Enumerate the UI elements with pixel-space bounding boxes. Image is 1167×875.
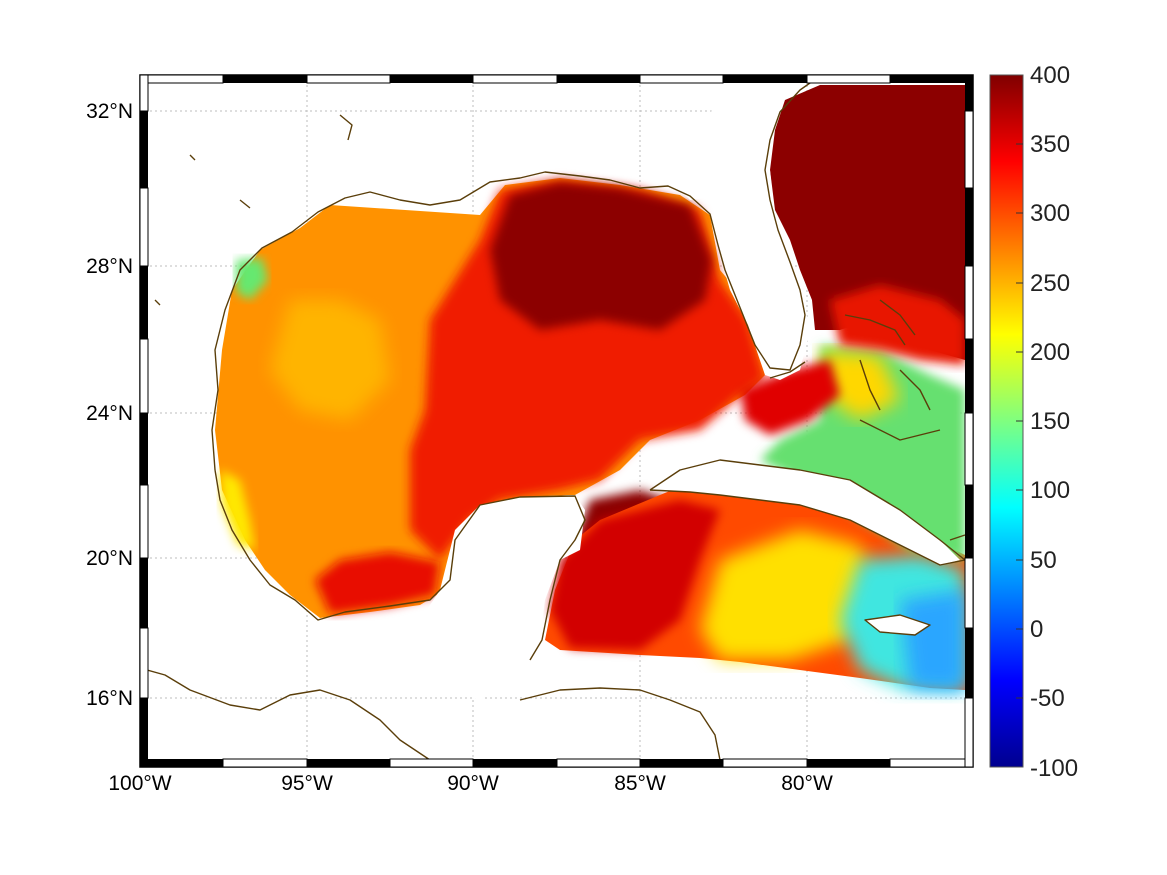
bahamas-yellow xyxy=(820,350,900,420)
colorbar-tick-labels: 400 350 300 250 200 150 100 50 0 -50 -10… xyxy=(1030,62,1078,782)
colorbar-tick-label: 200 xyxy=(1030,339,1070,366)
lon-tick-label: 90°W xyxy=(447,772,499,795)
caribbean-yellow xyxy=(700,530,880,660)
land-mask xyxy=(420,90,960,700)
yucatan-land xyxy=(420,495,585,700)
lon-tick-label: 95°W xyxy=(281,772,333,795)
cuba-coast xyxy=(649,459,966,566)
colorbar-tick-label: 350 xyxy=(1030,131,1070,158)
caribbean-blue xyxy=(900,590,965,690)
texas-coast-green xyxy=(236,258,268,300)
atlantic-field xyxy=(770,85,965,360)
lat-tick-label: 28°N xyxy=(86,255,133,278)
lon-tick-label: 85°W xyxy=(614,772,666,795)
caribbean-dark-red xyxy=(550,500,720,650)
florida-keys xyxy=(769,361,806,379)
colorbar-tick-label: 0 xyxy=(1030,616,1043,643)
data-field xyxy=(215,85,965,690)
bay-campeche-red xyxy=(315,552,440,614)
lat-tick-labels: 32°N 28°N 24°N 20°N 16°N xyxy=(86,100,133,710)
colorbar-tick-label: 300 xyxy=(1030,200,1070,227)
colorbar-tick-label: 50 xyxy=(1030,547,1057,574)
bahamas-coast xyxy=(844,299,941,441)
colorbar-tick-label: -50 xyxy=(1030,685,1065,712)
gulf-field-east-dark xyxy=(490,182,712,330)
central-america-coast xyxy=(140,667,431,761)
colorbar-tick-label: 100 xyxy=(1030,477,1070,504)
frame-ticks-left xyxy=(139,74,149,767)
florida-land xyxy=(680,90,810,380)
gulf-coast-north xyxy=(211,75,821,471)
colorbar-ticks xyxy=(1016,143,1023,699)
florida-straits-red xyxy=(740,360,840,435)
frame-ticks-bottom xyxy=(140,758,974,768)
colorbar-tick-label: -100 xyxy=(1030,755,1078,782)
gulf-field-west-yellow xyxy=(270,300,390,420)
atlantic-red-edge xyxy=(830,285,965,365)
colorbar: 400 350 300 250 200 150 100 50 0 -50 -10… xyxy=(989,62,1078,782)
honduras-coast xyxy=(519,687,721,761)
colorbar-tick-label: 400 xyxy=(1030,62,1070,89)
cuba-land xyxy=(650,460,960,565)
lat-tick-label: 16°N xyxy=(86,687,133,710)
lon-tick-label: 100°W xyxy=(108,772,171,795)
mexico-coast-yellow xyxy=(220,470,255,550)
bahamas-field xyxy=(760,345,965,560)
frame-ticks-top xyxy=(139,74,973,84)
texas-bays xyxy=(154,114,353,306)
coastlines xyxy=(140,75,966,761)
lon-tick-labels: 100°W 95°W 90°W 85°W 80°W xyxy=(108,772,833,795)
colorbar-tick-label: 150 xyxy=(1030,408,1070,435)
colorbar-tick-label: 250 xyxy=(1030,270,1070,297)
lon-tick-label: 80°W xyxy=(781,772,833,795)
lat-tick-label: 20°N xyxy=(86,547,133,570)
jamaica-coast xyxy=(864,614,931,636)
hispaniola-coast xyxy=(949,534,966,541)
mexico-coast xyxy=(214,469,586,661)
frame-ticks-right xyxy=(964,75,974,768)
lat-tick-label: 32°N xyxy=(86,100,133,123)
lat-tick-label: 24°N xyxy=(86,402,133,425)
